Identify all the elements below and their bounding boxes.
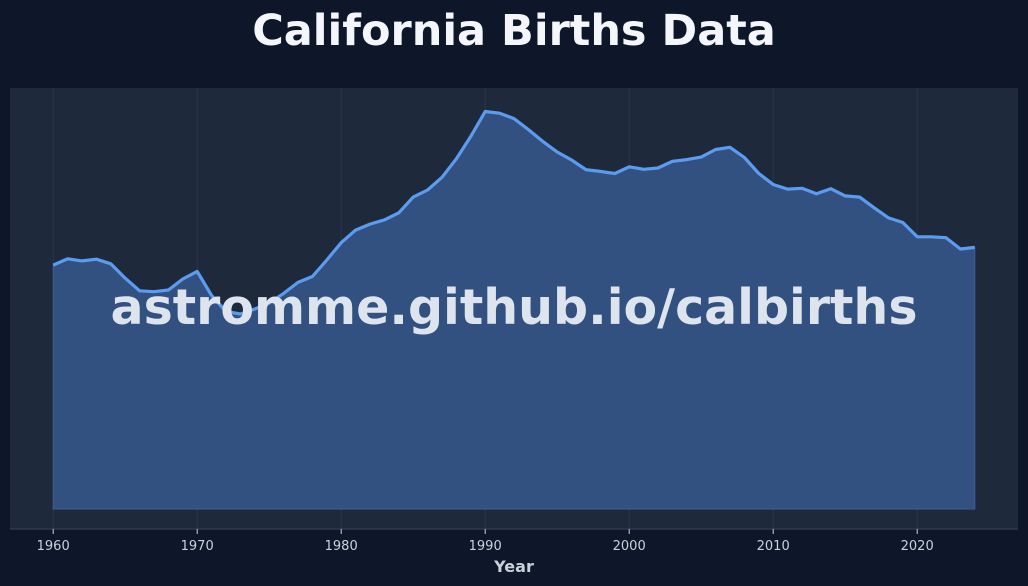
chart-title: California Births Data	[252, 6, 776, 56]
x-tick-label-1960: 1960	[37, 539, 70, 554]
x-tick-label-1980: 1980	[325, 539, 358, 554]
x-tick-label-1970: 1970	[181, 539, 214, 554]
x-tick-label-2010: 2010	[757, 539, 790, 554]
watermark-url: astromme.github.io/calbirths	[111, 279, 918, 336]
x-ticks: 1960 1970 1980 1990 2000 2010 2020	[37, 529, 934, 554]
x-axis-label: Year	[493, 557, 534, 576]
x-tick-label-1990: 1990	[469, 539, 502, 554]
x-tick-label-2020: 2020	[901, 539, 934, 554]
x-tick-label-2000: 2000	[613, 539, 646, 554]
births-line	[52, 109, 975, 316]
